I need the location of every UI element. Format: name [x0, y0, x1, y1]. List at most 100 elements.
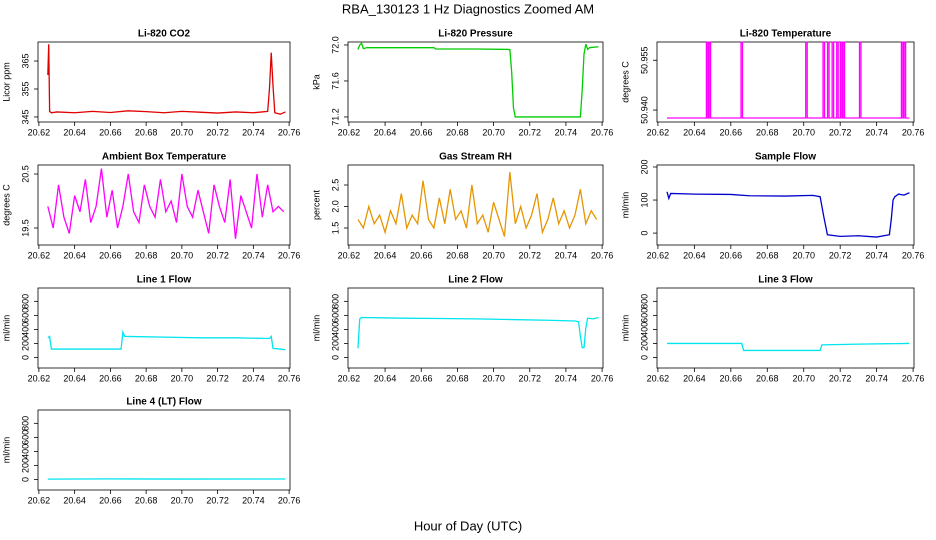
y-tick-label: 0: [20, 355, 30, 360]
x-tick-label: 20.70: [792, 250, 815, 260]
data-line: [666, 191, 910, 238]
x-tick-label: 20.74: [865, 250, 888, 260]
y-tick-label: 50.955: [639, 46, 649, 74]
x-tick-label: 20.72: [518, 250, 541, 260]
y-axis-label: degrees C: [620, 61, 630, 103]
y-tick-label: 200: [330, 336, 340, 351]
y-axis-label: kPa: [311, 74, 321, 90]
x-tick-label: 20.74: [865, 373, 888, 383]
data-line: [667, 342, 910, 352]
x-tick-label: 20.76: [278, 373, 301, 383]
x-tick-label: 20.70: [792, 373, 815, 383]
plot-frame: [37, 287, 291, 369]
x-tick-label: 20.62: [28, 495, 51, 505]
panel-title: Line 2 Flow: [448, 275, 503, 286]
x-tick-label: 20.64: [374, 127, 397, 137]
x-tick-label: 20.62: [338, 127, 361, 137]
panel-title: Ambient Box Temperature: [102, 152, 227, 163]
x-tick-label: 20.62: [338, 250, 361, 260]
plot-frame: [656, 41, 915, 123]
y-tick-label: 71.6: [330, 72, 340, 90]
y-tick-label: 0: [639, 231, 649, 236]
plot-frame: [347, 287, 604, 369]
y-tick-label: 600: [330, 308, 340, 323]
data-line: [357, 41, 599, 118]
x-tick-label: 20.68: [135, 127, 158, 137]
x-tick-label: 20.72: [206, 250, 229, 260]
y-tick-label: 400: [639, 322, 649, 337]
x-tick-label: 20.68: [756, 127, 779, 137]
x-tick-label: 20.68: [135, 373, 158, 383]
y-tick-label: 0: [20, 477, 30, 482]
x-tick-label: 20.70: [171, 373, 194, 383]
y-tick-label: 200: [639, 336, 649, 351]
x-tick-label: 20.72: [206, 495, 229, 505]
x-tick-label: 20.68: [446, 373, 469, 383]
x-tick-label: 20.76: [278, 127, 301, 137]
x-tick-label: 20.66: [410, 250, 433, 260]
x-tick-label: 20.66: [99, 495, 122, 505]
y-tick-label: 2.5: [330, 179, 340, 192]
y-tick-label: 19.5: [20, 219, 30, 237]
y-tick-label: 400: [20, 322, 30, 337]
x-tick-label: 20.62: [647, 250, 670, 260]
x-axis-label: Hour of Day (UTC): [414, 518, 522, 533]
x-tick-label: 20.64: [374, 373, 397, 383]
y-tick-label: 600: [639, 308, 649, 323]
x-tick-label: 20.66: [410, 373, 433, 383]
x-tick-label: 20.76: [591, 250, 614, 260]
x-tick-label: 20.74: [242, 250, 265, 260]
x-tick-label: 20.72: [829, 250, 852, 260]
y-tick-label: 800: [20, 294, 30, 309]
x-tick-label: 20.72: [518, 373, 541, 383]
x-tick-label: 20.62: [647, 373, 670, 383]
x-tick-label: 20.76: [591, 127, 614, 137]
x-tick-label: 20.62: [28, 250, 51, 260]
x-tick-label: 20.70: [482, 250, 505, 260]
x-tick-label: 20.66: [410, 127, 433, 137]
y-tick-label: 365: [20, 54, 30, 69]
plot-frame: [347, 41, 604, 123]
x-tick-label: 20.72: [206, 373, 229, 383]
plot-frame: [37, 164, 291, 246]
data-line: [47, 44, 286, 115]
y-tick-label: 200: [639, 159, 649, 174]
x-tick-label: 20.74: [555, 127, 578, 137]
data-line: [357, 316, 599, 349]
x-tick-label: 20.70: [792, 127, 815, 137]
x-tick-label: 20.62: [338, 373, 361, 383]
data-line: [47, 329, 286, 351]
x-tick-label: 20.66: [99, 373, 122, 383]
x-tick-label: 20.64: [63, 495, 86, 505]
panel-title: Gas Stream RH: [439, 152, 512, 163]
x-tick-label: 20.68: [135, 495, 158, 505]
x-tick-label: 20.66: [99, 127, 122, 137]
y-axis-label: ml/min: [620, 192, 630, 219]
x-tick-label: 20.62: [28, 127, 51, 137]
y-tick-label: 0: [639, 355, 649, 360]
x-tick-label: 20.66: [720, 250, 743, 260]
x-tick-label: 20.70: [171, 495, 194, 505]
plot-frame: [656, 287, 915, 369]
plot-frame: [37, 409, 291, 491]
y-tick-label: 1.5: [330, 222, 340, 235]
x-tick-label: 20.74: [555, 250, 578, 260]
x-tick-label: 20.68: [756, 250, 779, 260]
x-tick-label: 20.68: [756, 373, 779, 383]
panel-title: Li-820 CO2: [138, 29, 191, 40]
y-axis-label: Licor ppm: [1, 62, 11, 102]
y-tick-label: 200: [20, 458, 30, 473]
plot-frame: [656, 164, 915, 246]
x-tick-label: 20.66: [720, 127, 743, 137]
x-tick-label: 20.64: [63, 250, 86, 260]
y-axis-label: degrees C: [1, 184, 11, 226]
data-line: [357, 172, 598, 237]
y-tick-label: 20.5: [20, 165, 30, 183]
x-tick-label: 20.76: [902, 127, 925, 137]
y-tick-label: 200: [20, 336, 30, 351]
x-tick-label: 20.64: [683, 250, 706, 260]
x-tick-label: 20.68: [135, 250, 158, 260]
y-tick-label: 345: [20, 109, 30, 124]
x-tick-label: 20.64: [683, 373, 706, 383]
x-tick-label: 20.76: [278, 250, 301, 260]
